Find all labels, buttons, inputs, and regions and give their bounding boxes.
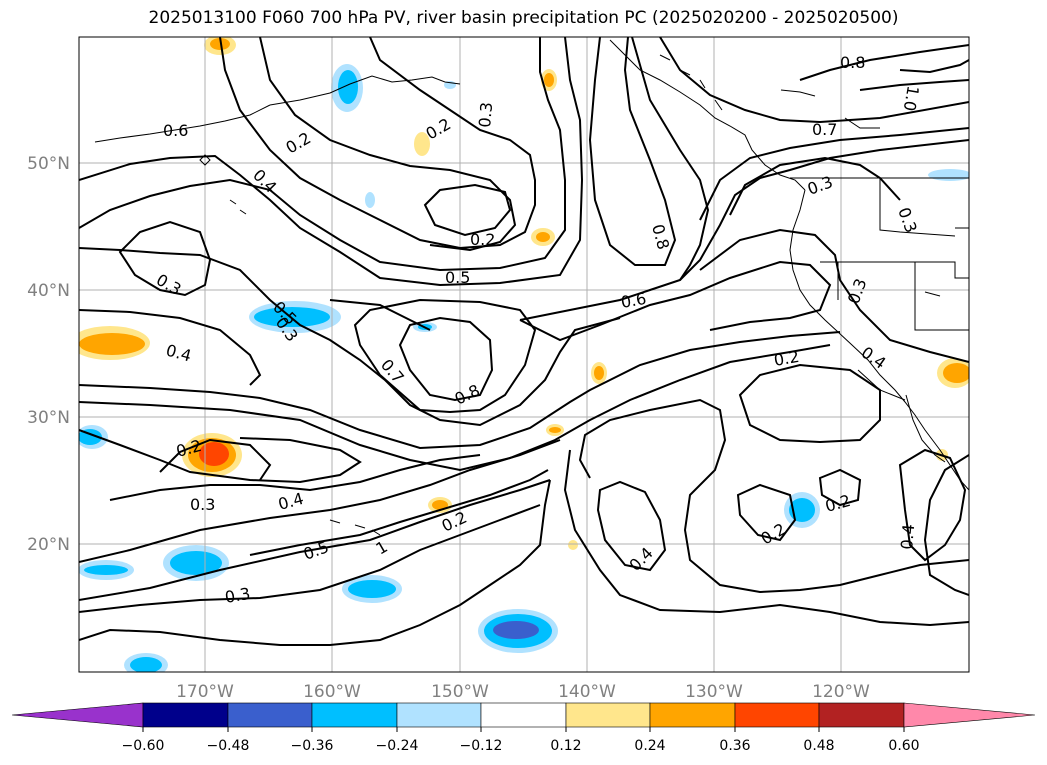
shade-patch: [568, 540, 578, 550]
longitude-label: 120°W: [812, 682, 870, 702]
shade-patch: [414, 132, 430, 156]
contour-label: 1: [373, 537, 391, 559]
contour-label: 0.3: [805, 172, 835, 199]
colorbar-tick-label: 0.48: [803, 738, 834, 754]
colorbar-tick-label: 0.24: [634, 738, 665, 754]
contour-label: 0.6: [163, 121, 188, 140]
colorbar-tick-label: −0.60: [122, 738, 165, 754]
contour-label: 0.2: [823, 491, 853, 516]
colorbar-segment: [142, 702, 229, 728]
shade-patch: [943, 363, 969, 383]
contour-label: 0.4: [897, 523, 918, 550]
shade-patch: [789, 498, 815, 522]
shade-patch: [544, 73, 554, 87]
contour-label: 0.3: [190, 495, 215, 514]
colorbar-segment: [396, 702, 482, 728]
colorbar-extend-low: [11, 702, 144, 728]
contour-label: 1.0: [900, 84, 923, 112]
shade-patch: [210, 38, 230, 50]
contour-label: 0.4: [164, 341, 194, 366]
contour-label: 0.6: [619, 289, 647, 312]
longitude-label: 130°W: [685, 682, 743, 702]
shade-patch: [493, 621, 539, 639]
shaded-precipitation-patches: [79, 37, 969, 672]
coastlines: [94, 39, 969, 536]
map-title: 2025013100 F060 700 hPa PV, river basin …: [148, 8, 899, 28]
colorbar-segment: [818, 702, 905, 728]
latitude-label: 30°N: [27, 408, 70, 428]
contour-label: 0.2: [283, 128, 315, 157]
longitude-label: 150°W: [431, 682, 489, 702]
contour-label: 0.8: [648, 222, 673, 252]
colorbar-segment: [480, 702, 567, 728]
shade-patch: [199, 442, 229, 466]
shade-patch: [348, 580, 396, 598]
latitude-axis: 50°N 40°N 30°N 20°N: [27, 154, 70, 555]
longitude-label: 170°W: [176, 682, 234, 702]
pv-contours: [79, 37, 969, 646]
map-frame: [78, 36, 970, 673]
colorbar-extend-high: [903, 702, 1036, 728]
contour-label: 0.2: [772, 347, 800, 370]
contour-label: 0.3: [223, 584, 251, 607]
colorbar: −0.60 −0.48 −0.36 −0.24 −0.12 0.12 0.24 …: [11, 702, 1036, 754]
contour-label: 0.3: [844, 276, 871, 306]
contour-label: 0.3: [475, 101, 496, 128]
shade-patch: [130, 657, 162, 672]
colorbar-segment: [649, 702, 736, 728]
colorbar-tick-label: 0.36: [719, 738, 750, 754]
contour-label: 0.4: [858, 343, 890, 373]
shade-patch: [170, 551, 222, 575]
colorbar-tick-label: 0.12: [550, 738, 581, 754]
colorbar-segment: [734, 702, 820, 728]
latitude-label: 50°N: [27, 154, 70, 174]
colorbar-tick-label: −0.36: [291, 738, 334, 754]
shade-patch: [536, 232, 550, 242]
colorbar-tick-label: −0.12: [460, 738, 503, 754]
colorbar-segment: [565, 702, 651, 728]
longitude-label: 140°W: [558, 682, 616, 702]
contour-label: 0.5: [445, 268, 470, 287]
shade-patch: [928, 169, 969, 181]
latitude-label: 40°N: [27, 281, 70, 301]
longitude-label: 160°W: [303, 682, 361, 702]
contour-label: 0.2: [470, 230, 495, 249]
contour-label: 0.7: [377, 355, 408, 387]
longitude-axis: 170°W 160°W 150°W 140°W 130°W 120°W: [176, 682, 870, 702]
colorbar-tick-label: −0.48: [207, 738, 250, 754]
shade-patch: [365, 192, 375, 208]
contour-label: 0.8: [452, 381, 483, 409]
contour-label: 0.4: [249, 165, 280, 196]
latitude-label: 20°N: [27, 535, 70, 555]
shade-patch: [338, 70, 358, 104]
contour-label: 0.4: [276, 489, 306, 514]
shade-patch: [549, 427, 561, 433]
shade-patch: [432, 500, 448, 510]
contour-label: 0.3: [894, 205, 921, 235]
shade-patch: [79, 333, 145, 355]
colorbar-tick-label: 0.60: [888, 738, 919, 754]
colorbar-ticks: [142, 727, 905, 732]
shade-patch: [254, 307, 330, 327]
contour-label: 0.7: [812, 120, 837, 139]
colorbar-segment: [311, 702, 398, 728]
shade-patch: [594, 366, 604, 380]
colorbar-segment: [227, 702, 313, 728]
contour-label: 0.8: [840, 53, 865, 72]
colorbar-tick-label: −0.24: [376, 738, 419, 754]
gridlines: [79, 37, 969, 672]
map-panel: 0.6 0.2 0.2 0.3 0.8 1.0 0.7 0.4 0.2 0.3 …: [79, 37, 969, 672]
contour-label: 0.4: [625, 543, 656, 574]
shade-patch: [84, 565, 128, 575]
